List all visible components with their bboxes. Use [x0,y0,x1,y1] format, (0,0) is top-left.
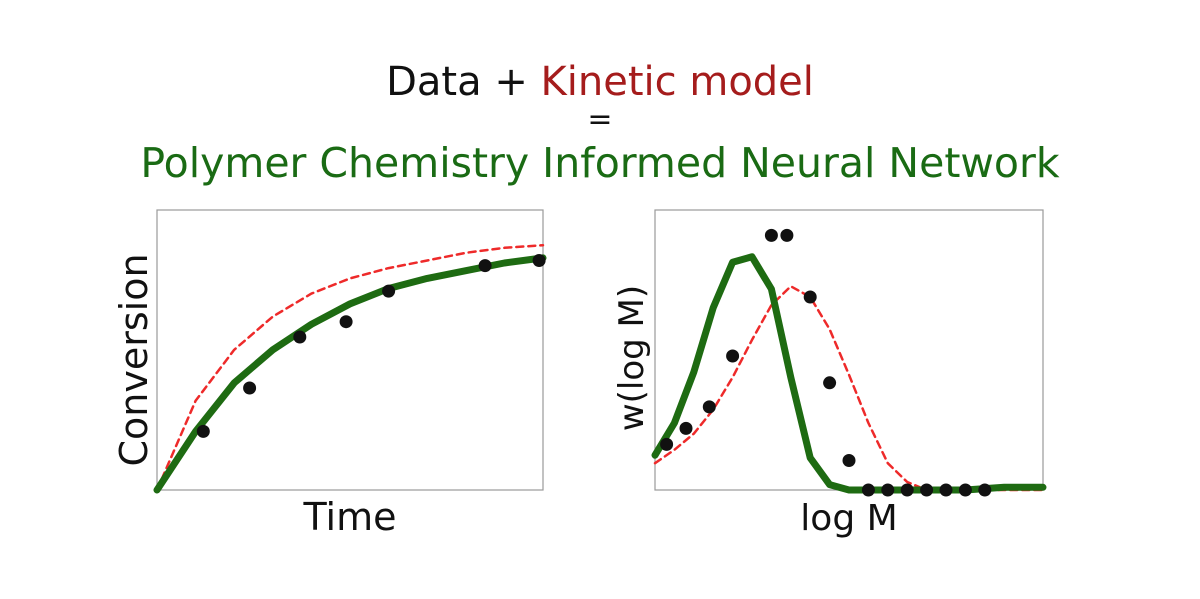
conversion-data-point [382,284,396,298]
headline-equation: Data + Kinetic model [0,58,1200,106]
conversion-data-point [243,381,257,395]
mw-data-point [958,483,972,497]
conversion-chart: Time Conversion [112,209,547,539]
mw-x-label: log M [800,498,897,539]
mw-data-point [726,349,740,363]
mw-data-point [978,483,992,497]
kinetic-model-word: Kinetic model [540,59,814,105]
mw-data-point [900,483,914,497]
equals-sign: = [587,102,613,137]
mw-marks [651,228,1047,497]
mw-y-label: w(log M) [612,285,652,431]
data-word: Data [386,59,482,105]
conversion-data-point [478,259,492,273]
mw-plot-frame [654,209,1044,491]
mw-data-point [881,483,895,497]
conversion-marks [153,243,547,494]
mw-data-point [920,483,934,497]
result-title: Polymer Chemistry Informed Neural Networ… [140,139,1060,187]
mw-data-point [823,376,837,390]
mw-data-point [702,400,716,414]
conversion-y-label: Conversion [112,253,156,466]
mw-data-point [660,437,674,451]
mw-data-point [803,290,817,304]
conversion-data-point [196,424,210,438]
conversion-plot-frame [156,209,544,491]
mw-data-point [679,421,693,435]
mw-data-point [842,454,856,467]
mw-data-point [764,228,778,242]
conversion-x-label: Time [303,495,397,539]
conversion-model-line [155,243,545,492]
mw-data-point [939,483,953,497]
mw-data-point [861,483,875,497]
conversion-data-point [339,315,353,329]
mw-data-point [780,228,794,242]
conversion-fit-line [153,254,547,494]
plus-sign: + [494,59,528,105]
conversion-data-point [293,330,307,344]
conversion-data-point [532,254,546,267]
molecular-weight-chart: log M w(log M) [612,209,1047,539]
